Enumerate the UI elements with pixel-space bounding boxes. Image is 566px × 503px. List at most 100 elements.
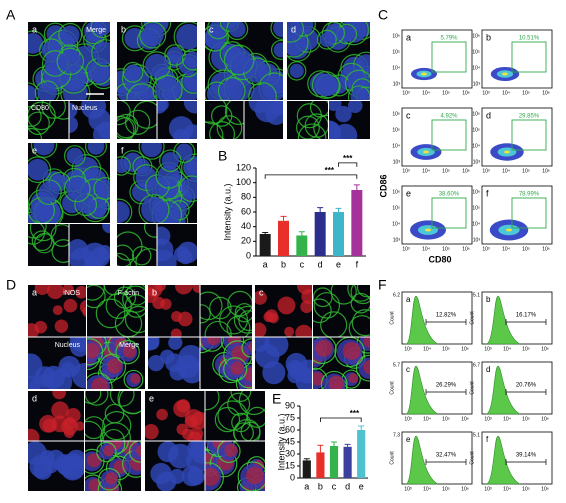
cell-stain xyxy=(328,375,344,389)
cell-membrane xyxy=(99,353,127,381)
significance-label: *** xyxy=(325,166,335,175)
micrograph xyxy=(28,337,86,389)
cell-membrane xyxy=(237,461,265,491)
cell-nucleus xyxy=(255,343,280,369)
cell-membrane xyxy=(91,39,110,67)
cell-nucleus xyxy=(96,179,110,198)
cell-membrane xyxy=(28,156,52,184)
error-bar xyxy=(331,441,337,446)
micrograph xyxy=(28,391,84,441)
cell-stain xyxy=(255,322,267,337)
x-tick-label: f xyxy=(356,259,359,269)
histogram xyxy=(485,295,521,345)
cell-stain xyxy=(154,285,166,292)
cell-stain xyxy=(295,324,312,337)
y-tick-label: 10⁶ xyxy=(392,33,400,39)
cell-nucleus xyxy=(141,143,162,158)
x-tick-label: 10³ xyxy=(402,90,410,96)
channel-label: F-actin xyxy=(118,290,140,297)
histogram xyxy=(405,365,439,415)
x-tick-label: 10⁴ xyxy=(423,416,431,422)
x-tick-label: 10⁵ xyxy=(522,346,530,352)
gate xyxy=(511,119,547,151)
cell-stain xyxy=(86,453,101,468)
density-core xyxy=(502,72,508,76)
panel-label: C xyxy=(378,7,388,23)
cell-membrane xyxy=(85,420,104,441)
y-tick-label: 100 xyxy=(236,177,251,187)
channel-label: iNOS xyxy=(63,290,80,297)
y-tick-label: 75 xyxy=(285,412,295,422)
cell-nucleus xyxy=(141,196,167,223)
micrograph xyxy=(244,101,283,139)
cell-stain xyxy=(230,361,244,375)
cell-membrane xyxy=(50,224,69,247)
cell-membrane xyxy=(173,143,196,163)
cell-stain xyxy=(122,344,137,358)
cell-membrane xyxy=(152,74,183,100)
y-axis-label: Count xyxy=(469,451,475,465)
cell-membrane xyxy=(98,467,121,491)
sample-label: e xyxy=(406,188,411,198)
y-tick-label: 30 xyxy=(285,448,295,458)
micrograph xyxy=(117,224,157,266)
bar xyxy=(296,235,308,256)
significance-label: *** xyxy=(350,409,360,418)
x-tick-label: 10⁶ xyxy=(462,168,470,174)
cell-stain xyxy=(75,285,86,299)
y-tick-label: 10⁴ xyxy=(392,143,400,149)
gate-percent: 26.29% xyxy=(436,383,457,389)
cell-membrane xyxy=(117,198,133,223)
x-tick-label: 10⁶ xyxy=(542,246,550,252)
micrograph xyxy=(200,337,252,389)
cell-stain xyxy=(107,358,123,374)
cell-nucleus xyxy=(350,87,368,100)
cell-membrane xyxy=(173,22,197,53)
micrograph xyxy=(205,101,244,139)
gate-marker xyxy=(425,459,467,465)
micrograph xyxy=(28,143,110,223)
cell-membrane xyxy=(355,354,370,382)
cell-membrane xyxy=(84,143,107,158)
y-tick-label: 10⁴ xyxy=(392,221,400,227)
cell-nucleus xyxy=(169,364,186,381)
cell-nucleus xyxy=(157,250,177,266)
y-axis-label: Count xyxy=(469,311,475,325)
y-tick-label: 10³ xyxy=(393,159,401,165)
cell-membrane xyxy=(117,244,135,266)
cell-nucleus xyxy=(347,101,363,114)
cell-membrane xyxy=(128,441,141,463)
x-tick-label: 10⁵ xyxy=(442,90,450,96)
cell-nucleus xyxy=(270,101,283,116)
micrograph xyxy=(205,391,265,441)
cell-stain xyxy=(255,290,267,305)
sample-label: c xyxy=(406,365,410,374)
cell-nucleus xyxy=(93,41,110,65)
y-tick-label: 6.2 xyxy=(393,292,400,298)
cell-stain xyxy=(130,373,141,384)
y-tick-label: 40 xyxy=(241,221,251,231)
x-tick-label: 10⁴ xyxy=(503,416,511,422)
cell-stain xyxy=(265,309,278,322)
cell-membrane xyxy=(350,285,370,305)
cell-nucleus xyxy=(59,50,82,73)
y-axis-label: Intensity (a.u.) xyxy=(222,183,232,240)
cell-membrane xyxy=(347,85,370,100)
y-tick-label: 5.1 xyxy=(473,292,480,298)
cell-membrane xyxy=(200,337,224,352)
cell-stain xyxy=(152,296,165,310)
cell-nucleus xyxy=(90,199,108,217)
cell-nucleus xyxy=(250,84,275,100)
micrograph-bg xyxy=(205,101,244,139)
cell-membrane xyxy=(216,115,243,139)
cell-membrane xyxy=(313,337,337,365)
x-tick-label: 10⁵ xyxy=(522,168,530,174)
x-tick-label: d xyxy=(318,259,323,269)
bar xyxy=(278,220,289,256)
x-tick-label: 10³ xyxy=(482,168,490,174)
sample-label: b xyxy=(486,32,491,42)
cell-membrane xyxy=(102,428,125,441)
cell-membrane xyxy=(138,194,170,223)
error-bar xyxy=(303,458,310,461)
